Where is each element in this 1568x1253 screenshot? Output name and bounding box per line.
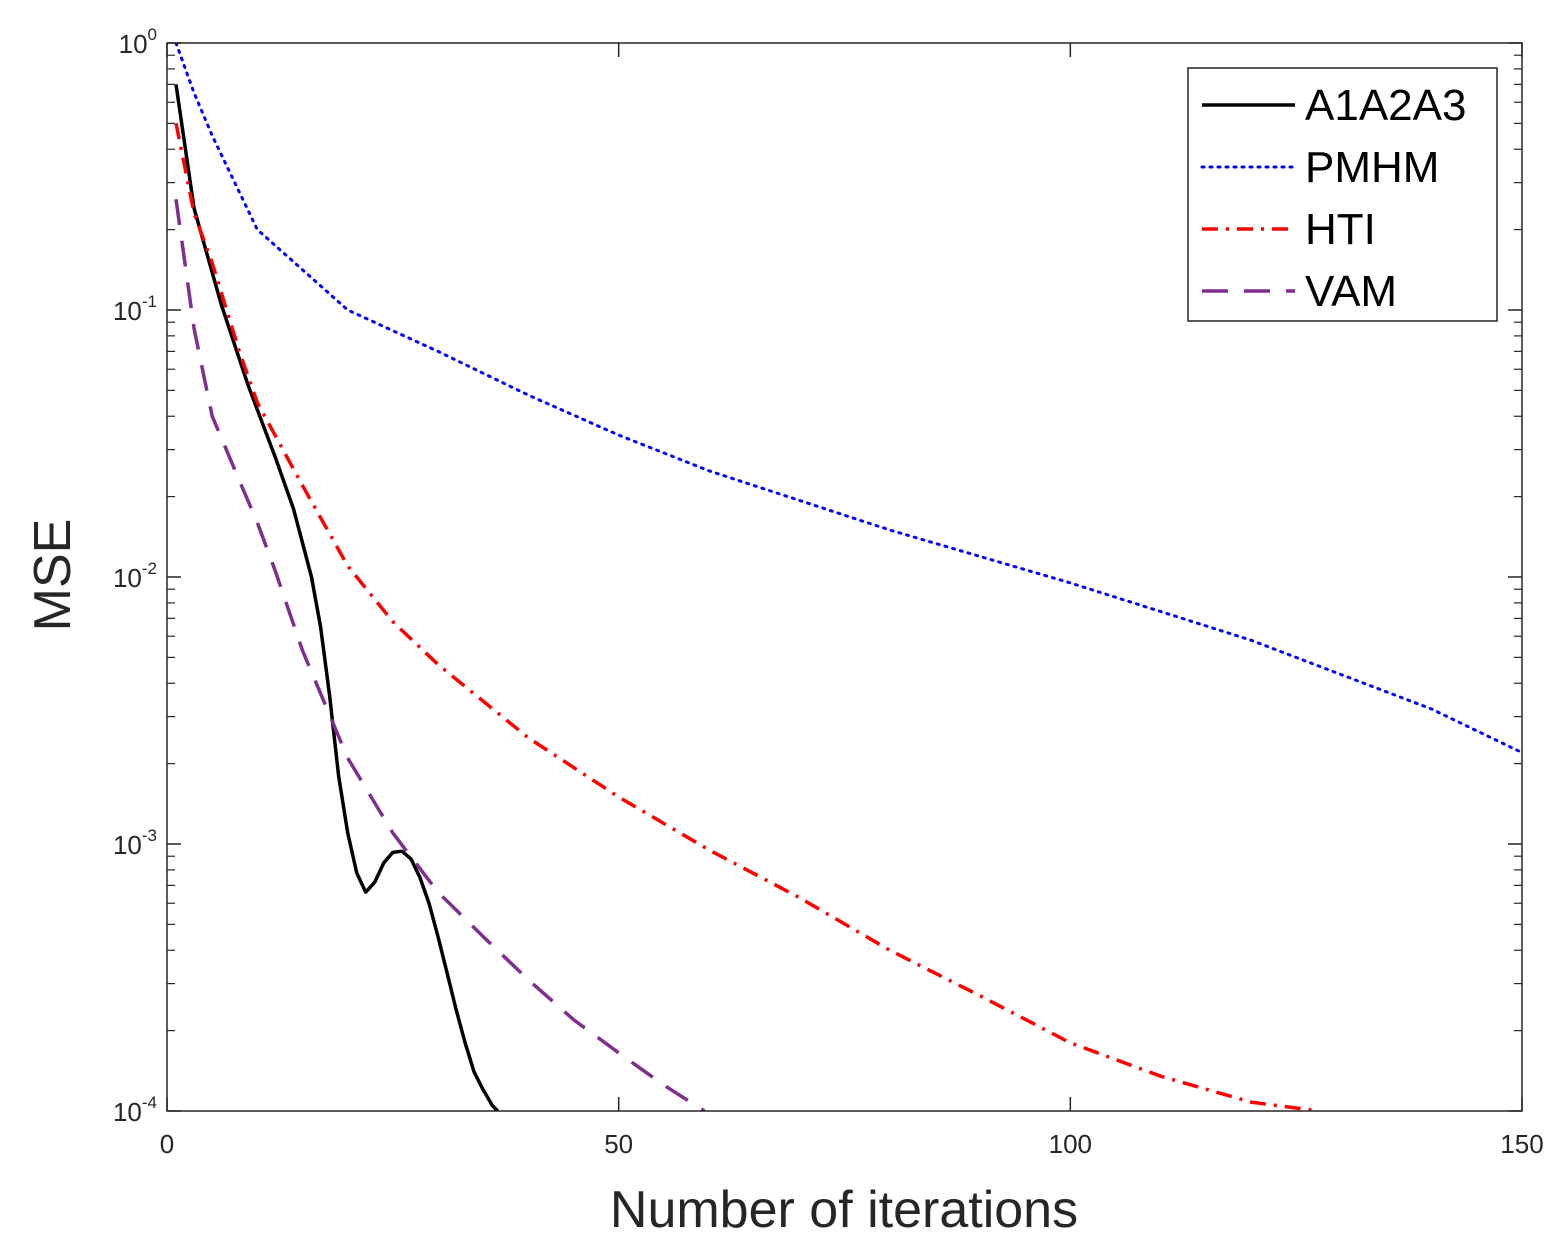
series-line-pmhm [174,43,1522,755]
x-axis-title: Number of iterations [610,1181,1078,1239]
y-tick-label: 10-4 [113,1093,157,1127]
x-tick-label: 50 [604,1129,633,1159]
y-axis-title: MSE [24,519,82,632]
series-line-a1a2a3 [174,84,499,1111]
axes: 0 50 100 150 10-4 10-3 10-2 10-1 100 [113,25,1544,1159]
legend-label-a1a2a3: A1A2A3 [1305,81,1466,130]
legend-label-pmhm: PMHM [1305,143,1439,192]
plot-area [174,43,1522,1111]
y-tick-label: 10-3 [113,826,157,860]
legend-label-hti: HTI [1305,205,1376,254]
y-tick-label: 10-1 [113,292,157,326]
x-tick-label: 100 [1049,1129,1092,1159]
legend-label-vam: VAM [1305,267,1397,316]
x-tick-label: 150 [1500,1129,1543,1159]
legend-box [1187,67,1498,322]
legend: A1A2A3 PMHM HTI VAM [1187,67,1498,322]
x-tick-label: 0 [160,1129,174,1159]
y-tick-label: 10-2 [113,559,157,593]
y-tick-label: 100 [119,25,157,59]
series-line-vam [174,198,706,1111]
